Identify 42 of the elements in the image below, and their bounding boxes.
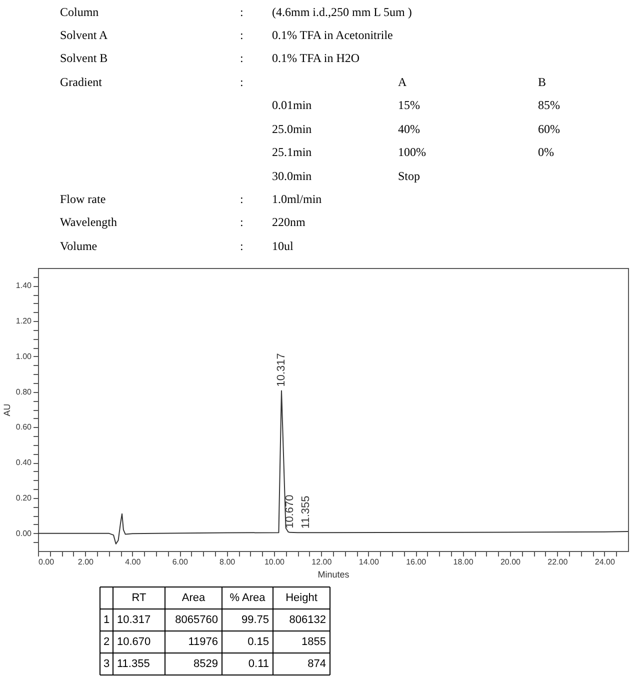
x-axis-title: Minutes: [318, 570, 350, 580]
text: Column : (4.6mm i.d.,250 mm L 5um ): [60, 5, 412, 19]
text: 3 11.355 8529 0.11 874: [103, 658, 326, 670]
annotation: 10.670: [284, 494, 296, 528]
y-tick-label: 1.00: [16, 352, 32, 361]
x-tick-label: 18.00: [453, 558, 474, 566]
x-tick-label: 22.00: [548, 558, 568, 566]
annotation: 11.355: [300, 496, 312, 529]
text: 25.0min 40% 60%: [272, 122, 560, 136]
y-tick-label: 0.80: [16, 387, 32, 396]
x-tick-label: 4.00: [125, 558, 142, 566]
x-tick-label: 24.00: [594, 558, 616, 566]
x-tick-label: 12.00: [312, 558, 332, 566]
x-tick-label: 8.00: [220, 558, 236, 566]
x-tick-label: 14.00: [358, 558, 380, 566]
text: Solvent B : 0.1% TFA in H2O: [60, 51, 360, 65]
x-tick-label: 0.00: [38, 558, 55, 566]
text: Flow rate : 1.0ml/min: [60, 192, 322, 206]
text: 0.01min 15% 85%: [272, 98, 560, 112]
annotation: 10.317: [275, 353, 288, 387]
text: 1 10.317 8065760 99.75 806132: [103, 614, 326, 626]
x-tick-label: 10.00: [264, 558, 286, 566]
x-tick-label: 6.00: [172, 558, 188, 566]
y-axis-title: AU: [2, 404, 12, 416]
x-tick-label: 20.00: [500, 558, 522, 566]
y-tick-label: 1.40: [16, 281, 32, 290]
text: Solvent A : 0.1% TFA in Acetonitrile: [60, 28, 393, 42]
x-tick-label: 2.00: [78, 558, 94, 566]
y-tick-label: 0.00: [16, 528, 32, 538]
text: Volume : 10ul: [60, 239, 294, 253]
y-tick-label: 0.40: [16, 458, 32, 468]
y-tick-label: 0.20: [16, 493, 32, 502]
text: RT Area % Area Height: [132, 592, 318, 604]
x-tick-label: 16.00: [406, 558, 427, 566]
y-tick-label: 0.60: [16, 422, 32, 432]
text: 30.0min Stop: [272, 169, 420, 183]
y-tick-label: 1.20: [16, 316, 32, 326]
line-series: [38, 390, 628, 544]
text: Gradient : A B: [60, 75, 546, 89]
text: 25.1min 100% 0%: [272, 145, 554, 159]
text: Wavelength : 220nm: [60, 215, 306, 229]
text: 2 10.670 11976 0.15 1855: [103, 636, 326, 648]
